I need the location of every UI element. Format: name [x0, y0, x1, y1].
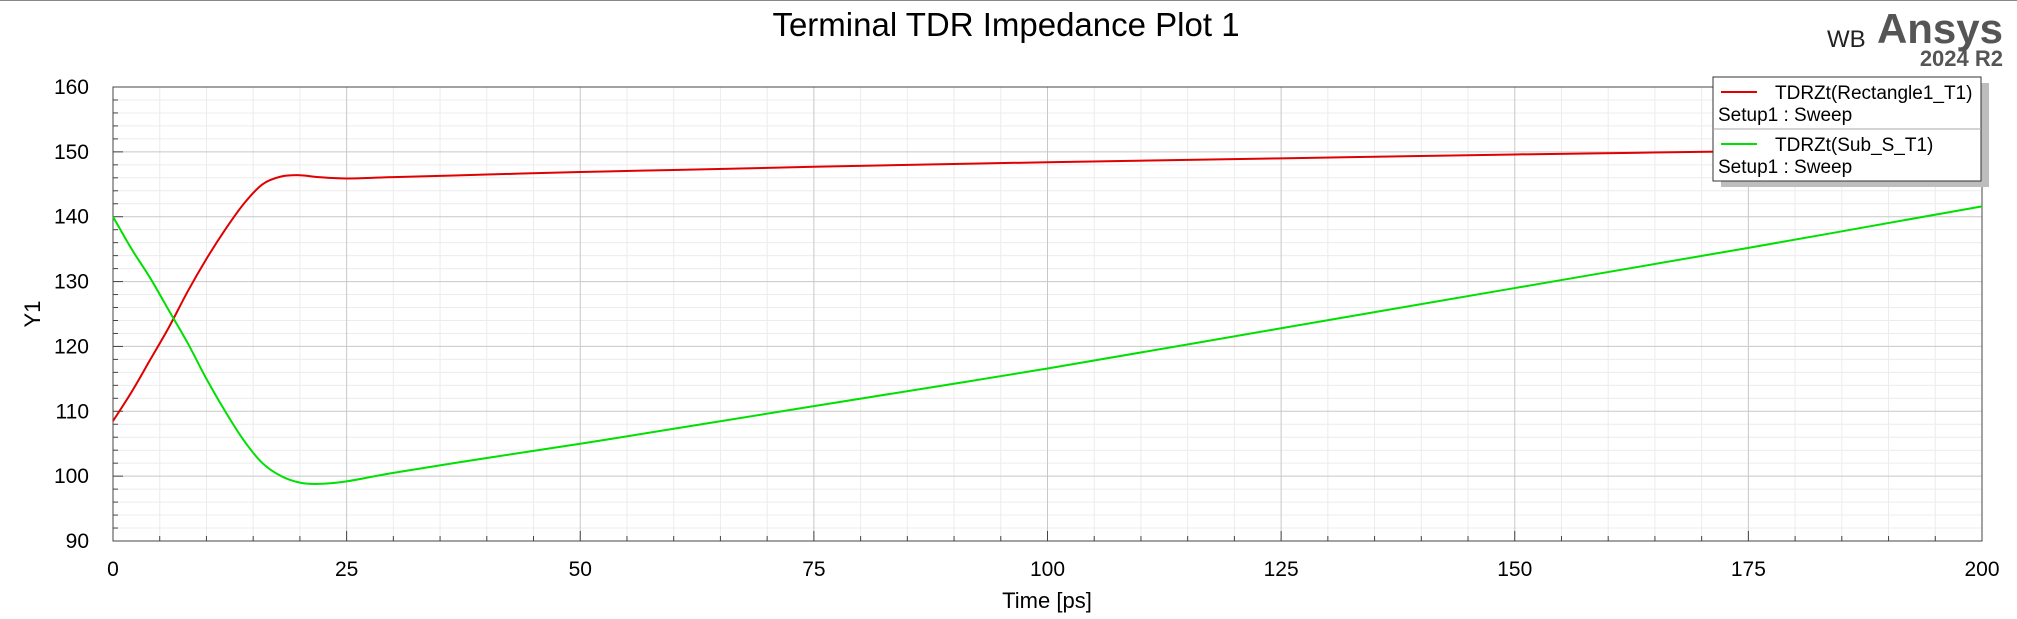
x-tick-label: 125 — [1264, 558, 1299, 581]
x-tick-label: 100 — [1030, 558, 1065, 581]
x-axis-label: Time [ps] — [1002, 588, 1092, 613]
x-tick-label: 175 — [1731, 558, 1766, 581]
ansys-logo: WB Ansys 2024 R2 — [1827, 5, 2003, 71]
y-tick-label: 130 — [54, 271, 89, 294]
x-tick-label: 150 — [1497, 558, 1532, 581]
x-tick-label: 200 — [1964, 558, 1999, 581]
logo-ansys: Ansys — [1877, 5, 2003, 52]
x-tick-label: 75 — [802, 558, 825, 581]
series-line-1 — [112, 205, 1983, 485]
x-tick-label: 25 — [335, 558, 358, 581]
chart-title: Terminal TDR Impedance Plot 1 — [772, 6, 1239, 43]
series-lines — [112, 146, 1983, 485]
tick-labels: 0 25 50 75 100 125 150 175 200 90 100 110 120 130 140 1… — [54, 76, 2000, 581]
x-tick-label: 0 — [107, 558, 119, 581]
legend-entry-rectangle1: TDRZt(Rectangle1_T1) — [1775, 83, 1972, 104]
y-tick-label: 100 — [54, 465, 89, 488]
y-tick-label: 90 — [66, 530, 89, 553]
y-tick-label: 140 — [54, 206, 89, 229]
legend-sub-sub-s: Setup1 : Sweep — [1718, 157, 1852, 178]
logo-wb: WB — [1827, 26, 1866, 53]
y-tick-label: 120 — [54, 335, 89, 358]
legend[interactable]: TDRZt(Rectangle1_T1) Setup1 : Sweep TDRZ… — [1712, 76, 1989, 187]
y-tick-label: 160 — [54, 76, 89, 99]
axis-ticks — [112, 86, 1983, 542]
x-tick-label: 50 — [569, 558, 592, 581]
y-tick-label: 110 — [56, 400, 89, 423]
y-axis-label: Y1 — [20, 301, 45, 328]
logo-version: 2024 R2 — [1920, 46, 2003, 71]
legend-sub-rectangle1: Setup1 : Sweep — [1718, 105, 1852, 126]
y-tick-label: 150 — [54, 141, 89, 164]
legend-entry-sub-s: TDRZt(Sub_S_T1) — [1775, 135, 1933, 156]
series-line-0 — [112, 146, 1983, 422]
